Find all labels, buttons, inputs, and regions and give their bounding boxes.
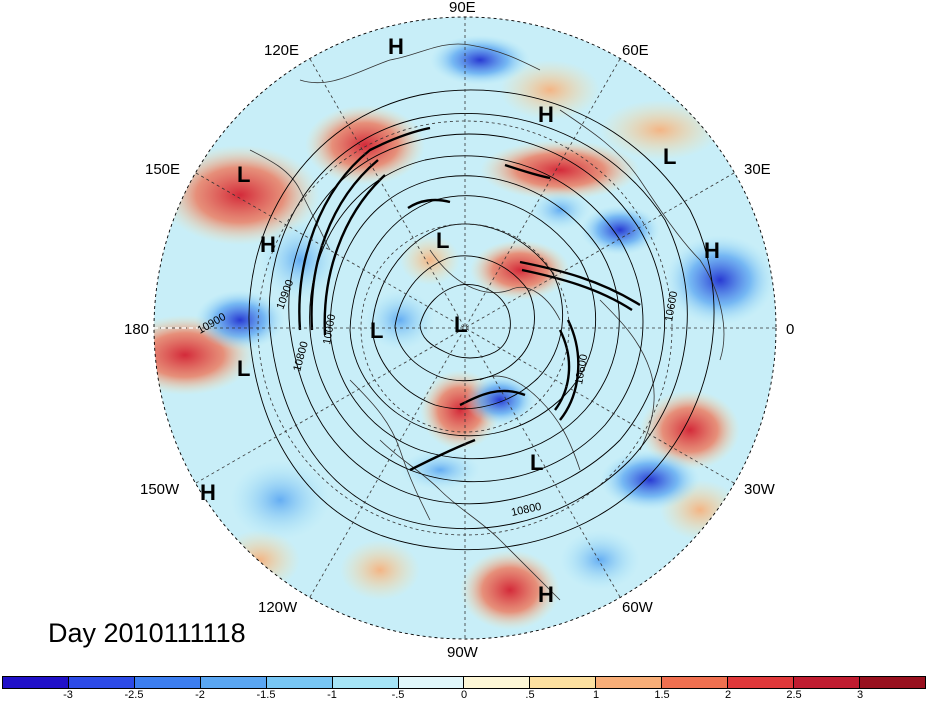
lon-label-0: 0: [786, 321, 794, 338]
colorbar-segment: [728, 677, 795, 688]
colorbar-segment: [398, 677, 465, 688]
pressure-center-low: L: [237, 162, 250, 187]
colorbar-segment: [794, 677, 860, 688]
pressure-center-low: L: [454, 312, 467, 337]
colorbar-tick-label: -2.5: [124, 689, 144, 701]
colorbar-segment: [68, 677, 135, 688]
colorbar-tick-label: 0: [460, 689, 468, 701]
pressure-center-low: L: [370, 318, 383, 343]
colorbar-segment: [859, 677, 925, 688]
anomaly-field: [154, 17, 776, 639]
colorbar-segment: [266, 677, 333, 688]
colorbar-segment: [464, 677, 531, 688]
jet-streams: [298, 126, 641, 472]
colorbar-segment: [662, 677, 729, 688]
colorbar-tick-label: .5: [525, 689, 535, 701]
colorbar-tick-label: -2: [195, 689, 205, 701]
lon-label-30e: 30E: [744, 161, 771, 178]
colorbar-segment: [3, 677, 69, 688]
colorbar-segment: [596, 677, 663, 688]
map-boundary: [153, 16, 777, 640]
contour-label: 10600: [573, 353, 590, 385]
colorbar-tick-label: -1.5: [256, 689, 276, 701]
lon-label-30w: 30W: [744, 481, 776, 498]
pressure-center-high: H: [704, 238, 720, 263]
contour-label: 10000: [321, 313, 338, 345]
pressure-center-low: L: [530, 450, 543, 475]
colorbar-tick-label: -3: [63, 689, 73, 701]
colorbar-tick-label: 2.5: [786, 689, 802, 701]
lon-label-90w: 90W: [447, 644, 479, 661]
height-contours: [248, 89, 715, 551]
lon-label-180: 180: [124, 321, 149, 338]
lon-label-60e: 60E: [622, 42, 649, 59]
colorbar-tick-label: 2: [724, 689, 732, 701]
colorbar-segment: [200, 677, 267, 688]
colorbar-segment: [332, 677, 399, 688]
colorbar-tick-label: -.5: [391, 689, 405, 701]
colorbar-tick-label: 1: [592, 689, 600, 701]
pressure-center-high: H: [388, 34, 404, 59]
contour-label: 10600: [663, 290, 680, 322]
lon-label-120e: 120E: [264, 42, 299, 59]
pressure-center-low: L: [237, 356, 250, 381]
colorbar: [2, 676, 926, 689]
pressure-center-low: L: [436, 228, 449, 253]
pressure-center-high: H: [538, 102, 554, 127]
pressure-centers: H H L H L H L L L L L H H: [200, 34, 720, 607]
lon-label-90e: 90E: [449, 0, 476, 16]
colorbar-tick-label: -1: [327, 689, 337, 701]
graticule: [154, 17, 776, 639]
pressure-center-low: L: [663, 144, 676, 169]
pressure-center-high: H: [260, 232, 276, 257]
colorbar-segment: [134, 677, 201, 688]
colorbar-ticks: -3 -2.5 -2 -1.5 -1 -.5 0 .5 1 1.5 2 2.5 3: [2, 689, 926, 702]
lon-label-150e: 150E: [145, 161, 180, 178]
colorbar-segment: [530, 677, 597, 688]
pressure-center-high: H: [200, 480, 216, 505]
pressure-center-high: H: [538, 582, 554, 607]
colorbar-tick-label: 3: [856, 689, 864, 701]
longitude-labels: 90E 60E 30E 0 30W 60W 90W 120W 150W 180 …: [124, 0, 794, 661]
lon-label-120w: 120W: [258, 599, 298, 616]
lon-label-150w: 150W: [140, 481, 180, 498]
day-label: Day 2010111118: [48, 618, 246, 648]
lon-label-60w: 60W: [622, 599, 654, 616]
colorbar-tick-label: 1.5: [654, 689, 670, 701]
